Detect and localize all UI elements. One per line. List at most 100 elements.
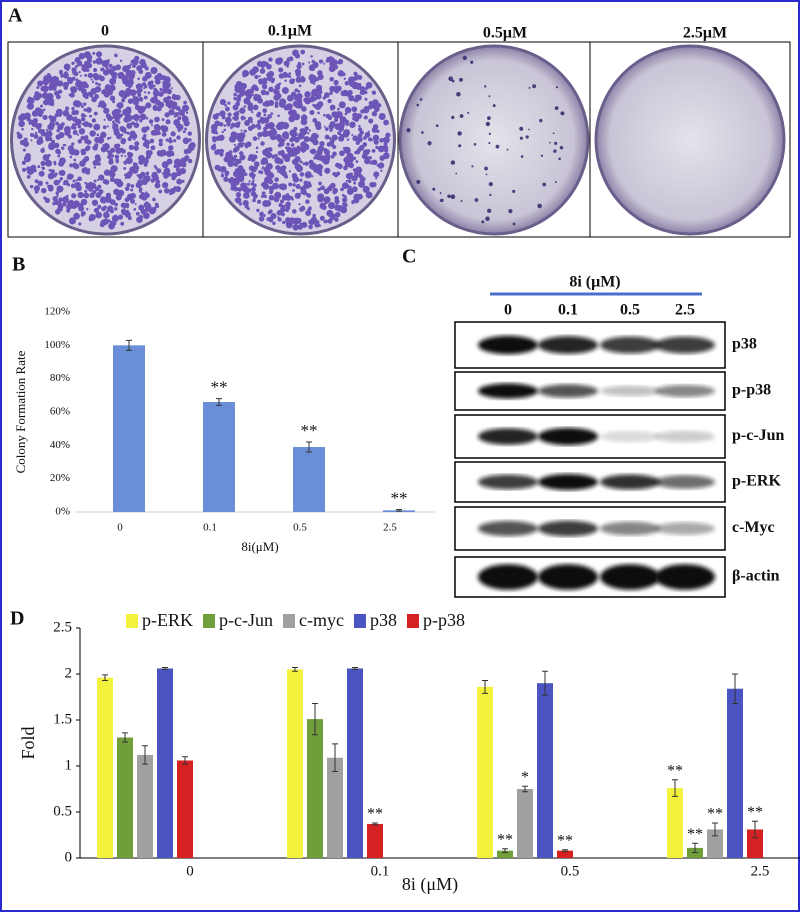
bar (707, 829, 723, 858)
significance: ** (667, 762, 683, 779)
significance: ** (747, 804, 763, 821)
colonies (16, 51, 196, 230)
panel-label: A (8, 5, 23, 27)
bar (747, 829, 763, 858)
error-bar (712, 822, 718, 837)
significance: ** (367, 806, 383, 823)
error-bar (752, 820, 758, 839)
x-tick-label: 2.5 (751, 863, 770, 879)
bar (517, 789, 533, 858)
band (655, 430, 715, 443)
panel-label: C (402, 246, 416, 268)
legend-swatch (203, 614, 215, 628)
band (478, 383, 538, 399)
bar (727, 688, 743, 858)
band (600, 336, 660, 354)
error-bar (692, 842, 698, 853)
legend-label: p-ERK (142, 610, 193, 630)
bar (117, 737, 133, 858)
y-tick-label: 1.5 (53, 711, 72, 727)
plate-label: 0.1μM (268, 23, 312, 40)
legend-label: p-p38 (423, 610, 465, 630)
bar (347, 668, 363, 858)
legend-label: c-myc (299, 610, 344, 630)
error-bar (482, 679, 488, 694)
plate (594, 44, 786, 236)
y-tick-label: 120% (44, 306, 70, 318)
y-tick-label: 0.5 (53, 803, 72, 819)
lane-label: 0 (504, 302, 512, 319)
error-bar (142, 745, 148, 765)
lane-label: 0.1 (558, 302, 578, 319)
band (538, 384, 598, 398)
bar (137, 754, 153, 858)
bar (537, 683, 553, 858)
error-bar (542, 670, 548, 696)
bar (477, 686, 493, 858)
bar (293, 447, 325, 512)
band (478, 564, 538, 590)
bar (557, 850, 573, 858)
legend-swatch (353, 614, 366, 628)
error-bar (102, 674, 108, 681)
error-bar (502, 848, 508, 853)
bar (177, 760, 193, 858)
significance: ** (557, 832, 573, 849)
plate-label: 0 (101, 23, 109, 40)
y-tick-label: 1 (65, 757, 73, 773)
blot-row-label: c-Myc (732, 519, 775, 536)
error-bar (672, 779, 678, 797)
band (478, 520, 538, 537)
bar (287, 669, 303, 858)
bar (113, 345, 145, 512)
band (655, 522, 715, 535)
error-bar (732, 673, 738, 704)
band (600, 564, 660, 590)
plate-label: 0.5μM (483, 25, 527, 42)
error-bar (332, 743, 338, 773)
blot-row-label: p-p38 (732, 382, 771, 399)
error-bar (182, 756, 188, 765)
band (655, 564, 715, 590)
band (655, 336, 715, 354)
significance: ** (497, 831, 513, 848)
band (478, 474, 538, 490)
band (538, 474, 598, 490)
band (600, 521, 660, 536)
x-axis-label: 8i(μM) (241, 539, 278, 554)
significance: ** (391, 488, 408, 507)
bar (203, 402, 235, 512)
y-tick-label: 40% (50, 439, 70, 451)
significance: * (521, 769, 529, 786)
error-bar (216, 398, 222, 406)
bar (157, 668, 173, 858)
band (600, 385, 660, 397)
band (655, 384, 715, 398)
legend-label: p38 (370, 610, 397, 630)
band (538, 520, 598, 537)
x-tick-label: 0.5 (293, 522, 307, 534)
error-bar (292, 667, 298, 672)
y-tick-label: 20% (50, 472, 70, 484)
bar (667, 788, 683, 858)
x-tick-label: 0.5 (561, 863, 580, 879)
band (538, 564, 598, 590)
blot-row-label: p38 (732, 336, 757, 353)
x-tick-label: 0 (117, 522, 123, 534)
blot-row-label: p-c-Jun (732, 427, 785, 444)
error-bar (162, 667, 168, 670)
plate-label: 2.5μM (683, 25, 727, 42)
bar (97, 677, 113, 858)
band (600, 474, 660, 490)
x-tick-label: 2.5 (383, 522, 397, 534)
bar (367, 823, 383, 858)
blot-row-label: p-ERK (732, 473, 781, 490)
colonies (210, 49, 391, 231)
significance: ** (707, 806, 723, 823)
lane-label: 0.5 (620, 302, 640, 319)
lane-label: 2.5 (675, 302, 695, 319)
bar (327, 757, 343, 858)
y-tick-label: 0 (65, 849, 73, 865)
